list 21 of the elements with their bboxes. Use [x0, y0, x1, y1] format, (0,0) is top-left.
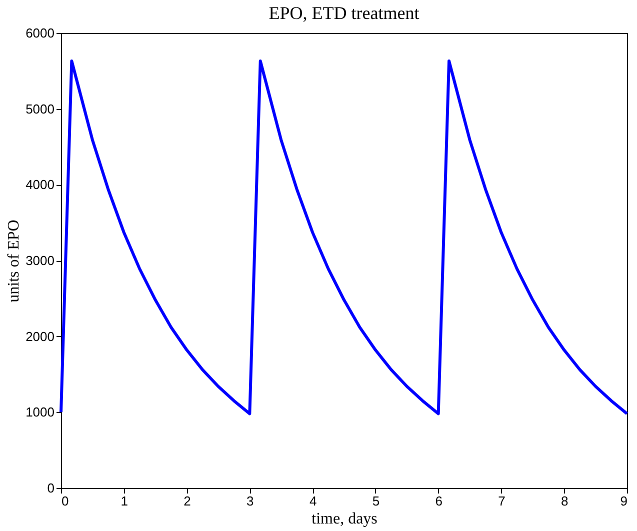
x-tick-label: 8 — [560, 494, 568, 508]
y-tick-label: 4000 — [26, 177, 54, 192]
x-tick-label: 3 — [246, 494, 254, 508]
chart-title: EPO, ETD treatment — [268, 3, 420, 23]
y-tick-label: 2000 — [26, 328, 54, 344]
x-tick-label: 2 — [184, 494, 191, 508]
x-tick-label: 0 — [62, 494, 69, 508]
x-tick-label: 5 — [372, 494, 380, 508]
x-tick-label: 1 — [120, 494, 128, 508]
x-axis-title: time, days — [312, 510, 378, 528]
x-tick-label: 7 — [498, 494, 506, 508]
y-axis-title: units of EPO — [6, 220, 23, 302]
line-series — [60, 60, 628, 416]
y-tick-label: 6000 — [26, 26, 54, 40]
x-tick-label: 9 — [620, 494, 628, 508]
x-tick-label: 4 — [309, 494, 317, 508]
y-tick-label: 5000 — [26, 101, 54, 116]
x-tick-label: 6 — [435, 494, 442, 508]
y-tick-label: 3000 — [26, 253, 54, 268]
y-tick-label: 0 — [47, 480, 54, 496]
y-tick-label: 1000 — [26, 404, 54, 420]
